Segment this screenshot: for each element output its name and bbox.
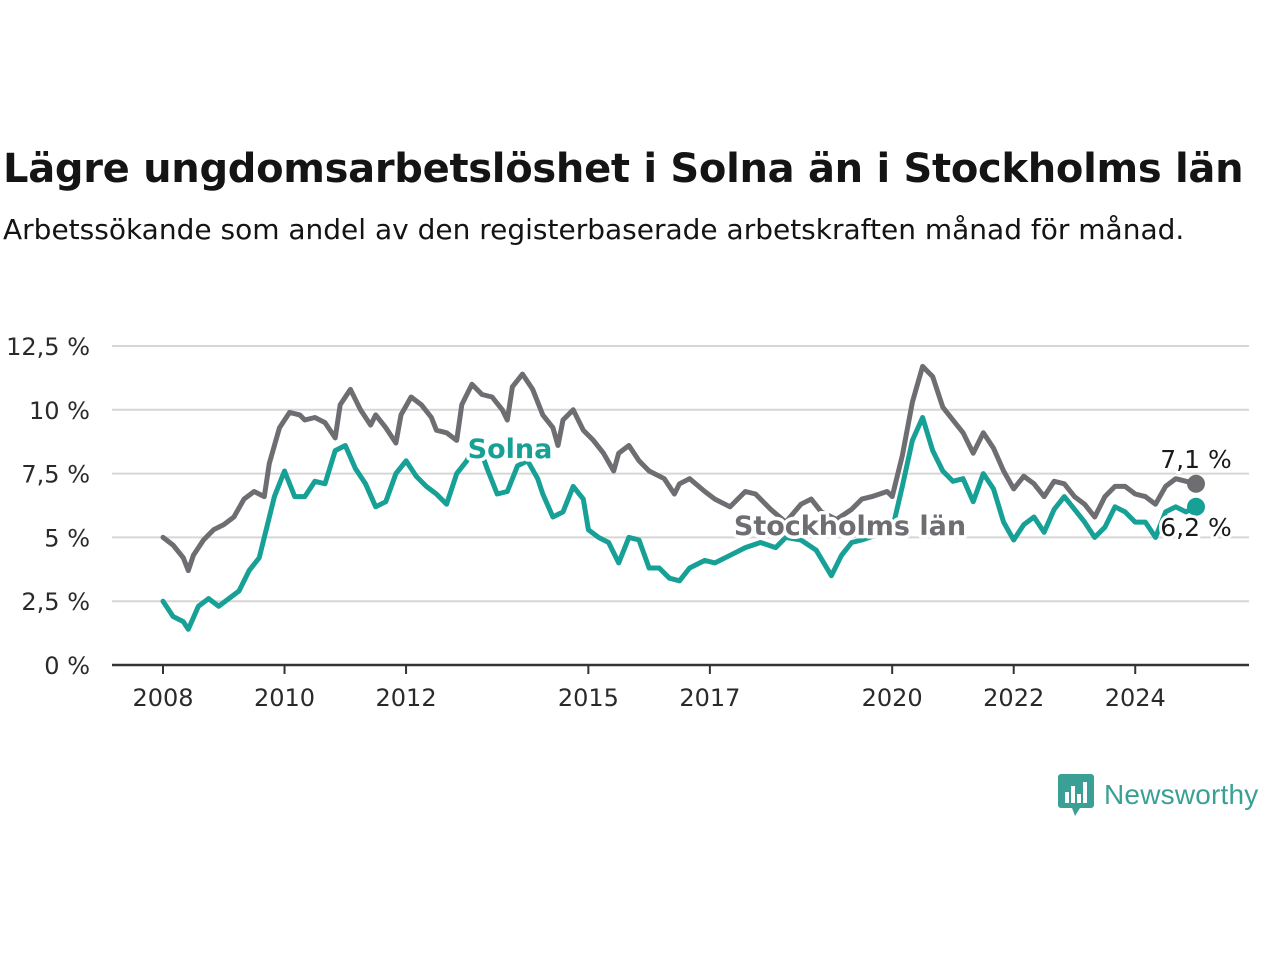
x-axis: 2008 2010 2012 2015 2017 2020 2022 2024 (112, 663, 1249, 712)
series-end-point (1187, 474, 1205, 493)
end-value-label: 7,1 % (1160, 445, 1231, 474)
chart-subtitle: Arbetssökande som andel av den registerb… (3, 213, 1185, 246)
series-lines (160, 363, 1205, 632)
y-axis-tick-labels: 0 % 2,5 % 5 % 7,5 % 10 % 12,5 % (6, 333, 90, 680)
newsworthy-chart-bubble-icon (1058, 774, 1094, 816)
x-tick-label: 2017 (679, 684, 740, 712)
x-tick-label: 2015 (558, 684, 619, 712)
x-tick-label: 2008 (132, 684, 193, 712)
brand-name: Newsworthy (1104, 779, 1259, 810)
end-value-label: 6,2 % (1160, 513, 1231, 542)
y-tick-label: 0 % (44, 652, 90, 680)
y-tick-label: 5 % (44, 524, 90, 552)
grid-lines (112, 345, 1249, 603)
series-line-0 (160, 363, 1199, 574)
y-tick-label: 2,5 % (21, 588, 90, 616)
series-labels: Solna Stockholms län 7,1 % 6,2 % (464, 431, 1235, 546)
series-end-point (1187, 497, 1205, 516)
y-tick-label: 12,5 % (6, 333, 90, 361)
newsworthy-logo: Newsworthy (1058, 772, 1258, 818)
x-tick-label: 2020 (862, 684, 923, 712)
series-line-1 (160, 415, 1199, 632)
chart-title: Lägre ungdomsarbetslöshet i Solna än i S… (3, 146, 1244, 192)
y-tick-label: 7,5 % (21, 461, 90, 489)
series-name-label: Stockholms län (734, 511, 966, 542)
series-name-label: Solna (468, 434, 553, 465)
x-tick-label: 2022 (983, 684, 1044, 712)
y-tick-label: 10 % (29, 397, 90, 425)
x-tick-label: 2010 (254, 684, 315, 712)
x-tick-label: 2024 (1105, 684, 1166, 712)
x-tick-label: 2012 (376, 684, 437, 712)
